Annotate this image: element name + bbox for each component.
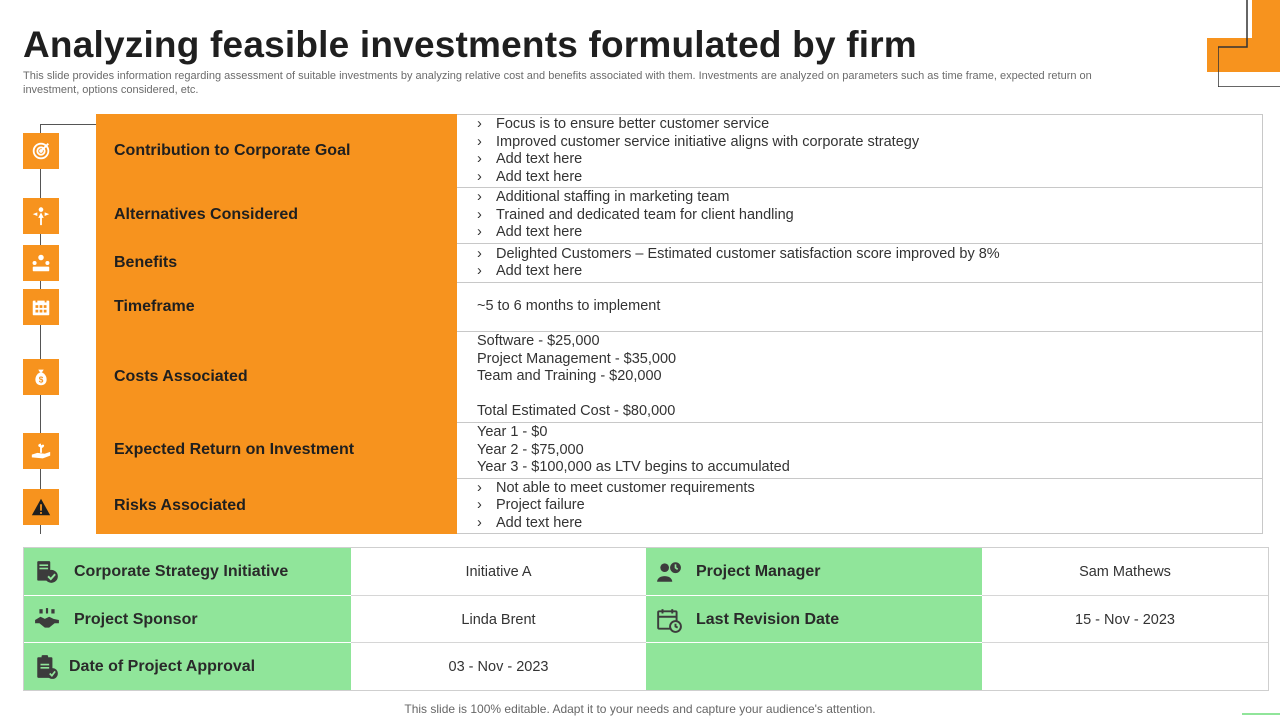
cost-item: Software - $25,000 — [477, 333, 600, 350]
last-revision-value: 15 - Nov - 2023 — [982, 596, 1268, 643]
table-divider — [351, 642, 646, 643]
bullet-item: › Delighted Customers – Estimated custome… — [477, 245, 1000, 262]
empty-white-cell — [982, 643, 1268, 690]
warning-icon — [23, 489, 59, 525]
corporate-strategy-value: Initiative A — [351, 548, 646, 596]
bullet-item: › Add text here — [477, 224, 583, 241]
svg-text:$: $ — [39, 376, 44, 385]
corporate-strategy-label: Corporate Strategy Initiative — [74, 563, 289, 580]
manager-icon — [657, 562, 681, 582]
corporate-strategy-label-cell: Corporate Strategy Initiative — [24, 548, 351, 596]
money-bag-icon: $ — [23, 359, 59, 395]
table-divider — [24, 642, 351, 643]
row-content-risks: › Not able to meet customer requirements … — [457, 478, 1263, 534]
connector-line-top — [40, 124, 96, 125]
project-manager-label-cell: Project Manager — [646, 548, 982, 596]
roi-item: Year 2 - $75,000 — [477, 441, 584, 458]
bullet-item: › Not able to meet customer requirements — [477, 479, 755, 496]
connector-line — [40, 124, 41, 534]
project-manager-label: Project Manager — [696, 563, 821, 580]
roi-item: Year 1 - $0 — [477, 424, 548, 441]
project-manager-value: Sam Mathews — [982, 548, 1268, 596]
row-content-timeframe: ~5 to 6 months to implement — [457, 282, 1263, 332]
project-details-table: Corporate Strategy Initiative Initiative… — [23, 547, 1269, 691]
row-label-costs: Costs Associated — [96, 331, 457, 422]
row-label-benefits: Benefits — [96, 243, 457, 282]
approval-clipboard-icon — [37, 654, 58, 679]
bullet-item: › Add text here — [477, 151, 583, 167]
cost-total: Total Estimated Cost - $80,000 — [477, 403, 676, 420]
hand-growth-icon — [23, 433, 59, 469]
row-content-costs: Software - $25,000 Project Management - … — [457, 331, 1263, 423]
roi-item: Year 3 - $100,000 as LTV begins to accum… — [477, 459, 790, 476]
row-label-alternatives: Alternatives Considered — [96, 187, 457, 243]
bullet-item: › Add text here — [477, 514, 583, 531]
table-divider — [646, 595, 982, 596]
calendar-clock-icon — [657, 608, 682, 633]
row-content-alternatives: › Additional staffing in marketing team ›… — [457, 187, 1263, 244]
project-sponsor-label-cell: Project Sponsor — [24, 596, 351, 643]
table-divider — [24, 595, 351, 596]
project-approval-label-cell: Date of Project Approval — [24, 643, 351, 690]
bullet-item: › Additional staffing in marketing team — [477, 189, 730, 206]
corner-line-decoration — [1218, 0, 1280, 87]
table-divider — [646, 642, 982, 643]
person-choice-icon — [23, 198, 59, 234]
row-label-corporate-goal: Contribution to Corporate Goal — [96, 114, 457, 187]
bullet-item: › Improved customer service initiative al… — [477, 133, 920, 150]
row-label-timeframe: Timeframe — [96, 282, 457, 331]
table-divider — [982, 642, 1268, 643]
cost-item: Team and Training - $20,000 — [477, 368, 662, 385]
row-content-corporate-goal: › Focus is to ensure better customer serv… — [457, 114, 1263, 188]
page-title: Analyzing feasible investments formulate… — [23, 24, 917, 65]
target-goal-icon — [23, 133, 59, 169]
page-subtitle: This slide provides information regardin… — [23, 70, 1092, 96]
cost-item: Project Management - $35,000 — [477, 350, 677, 367]
row-content-roi: Year 1 - $0 Year 2 - $75,000 Year 3 - $1… — [457, 422, 1263, 479]
last-revision-label: Last Revision Date — [696, 610, 840, 628]
handshake-icon — [35, 607, 59, 628]
project-sponsor-label: Project Sponsor — [74, 610, 198, 628]
bullet-item: › Project failure — [477, 497, 585, 514]
bullet-item: › Trained and dedicated team for client h… — [477, 206, 794, 223]
strategy-document-icon — [37, 561, 58, 583]
project-approval-value: 03 - Nov - 2023 — [351, 643, 646, 690]
bullet-item: › Add text here — [477, 263, 583, 279]
row-label-risks: Risks Associated — [96, 478, 457, 534]
project-sponsor-value: Linda Brent — [351, 596, 646, 643]
corner-accent-line — [1242, 713, 1280, 715]
row-label-roi: Expected Return on Investment — [96, 422, 457, 478]
bullet-item: › Add text here — [477, 168, 583, 185]
table-divider — [982, 595, 1268, 596]
footer-note: This slide is 100% editable. Adapt it to… — [404, 702, 876, 716]
row-content-benefits: › Delighted Customers – Estimated custome… — [457, 243, 1263, 283]
bullet-item: › Focus is to ensure better customer serv… — [477, 116, 770, 132]
empty-green-cell — [646, 643, 982, 690]
project-approval-label: Date of Project Approval — [69, 657, 256, 675]
table-divider — [351, 595, 646, 596]
team-benefit-icon — [23, 245, 59, 281]
last-revision-label-cell: Last Revision Date — [646, 596, 982, 643]
calendar-icon — [23, 289, 59, 325]
timeframe-text: ~5 to 6 months to implement — [477, 298, 661, 315]
